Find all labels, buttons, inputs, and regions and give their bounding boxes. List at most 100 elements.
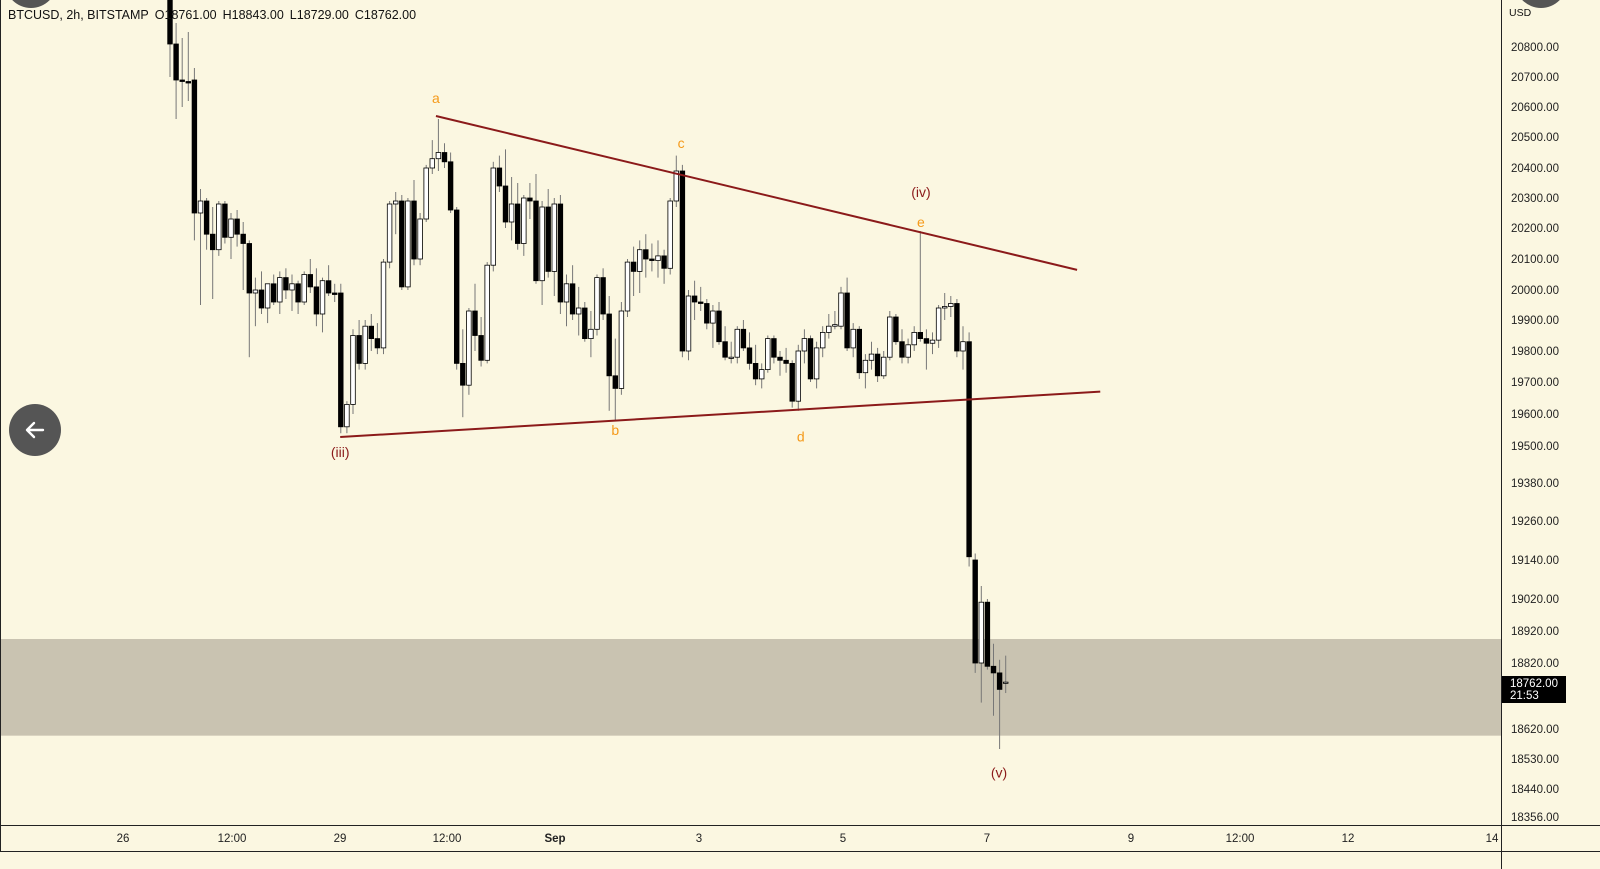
candle <box>722 326 728 361</box>
candle <box>929 332 936 355</box>
y-tick-label: 18820.00 <box>1511 658 1559 670</box>
y-tick-label: 20100.00 <box>1511 254 1559 266</box>
candle-body <box>350 335 356 405</box>
candle <box>331 283 338 302</box>
candle <box>386 201 393 269</box>
candle <box>899 329 905 364</box>
candle-body <box>996 672 1003 690</box>
wave-label: b <box>611 422 619 438</box>
candle-body <box>576 307 582 315</box>
candle-body <box>795 350 801 402</box>
candle <box>185 32 191 101</box>
candle <box>838 286 844 330</box>
y-tick-label: 20300.00 <box>1511 193 1559 205</box>
candle-body <box>557 203 564 303</box>
wave-label: e <box>917 214 925 230</box>
candle-body <box>197 200 204 214</box>
candle-body <box>911 331 917 346</box>
candle <box>569 265 576 320</box>
candle <box>295 280 301 314</box>
candle <box>942 293 948 320</box>
candle-body <box>728 356 734 359</box>
candle <box>685 290 692 361</box>
y-tick-label: 19800.00 <box>1511 346 1559 358</box>
candle <box>576 286 582 336</box>
candle <box>820 326 826 358</box>
candle-body <box>783 359 789 364</box>
y-tick-label: 19900.00 <box>1511 315 1559 327</box>
candle-body <box>551 203 557 272</box>
candle-body <box>881 356 887 377</box>
candle-body <box>179 79 185 82</box>
candle-body <box>838 292 844 327</box>
candle-body <box>478 335 484 361</box>
candle-body <box>862 359 869 374</box>
candle <box>325 265 332 296</box>
candle <box>502 149 509 228</box>
candle <box>533 174 539 284</box>
candle-body <box>191 79 198 214</box>
candle-body <box>722 341 728 358</box>
candle-body <box>277 277 283 303</box>
candle <box>917 231 923 342</box>
candle <box>264 283 271 324</box>
candle <box>905 338 911 364</box>
candle-body <box>582 307 588 340</box>
candle-body <box>338 292 344 428</box>
candle-body <box>362 325 368 364</box>
candle-body <box>624 261 631 312</box>
candle-body <box>984 601 991 667</box>
candle <box>283 268 289 299</box>
candle-body <box>356 335 362 364</box>
candle-body <box>606 313 612 377</box>
candle <box>545 189 551 278</box>
x-tick-label: 12:00 <box>218 833 247 845</box>
candle <box>441 143 448 168</box>
candle-body <box>539 206 545 282</box>
candle-body <box>856 328 862 374</box>
candle <box>777 351 783 376</box>
candle-body <box>661 255 667 269</box>
y-tick-label: 20200.00 <box>1511 223 1559 235</box>
candle-body <box>301 274 307 303</box>
candle-body <box>710 310 716 324</box>
candle <box>649 243 655 272</box>
current-price-label: 18762.00 21:53 <box>1502 676 1566 703</box>
candle <box>380 259 387 355</box>
candle <box>289 274 295 311</box>
candle <box>1003 655 1009 694</box>
candle <box>630 246 637 296</box>
top-left-button[interactable] <box>5 0 57 8</box>
y-tick-label: 19600.00 <box>1511 409 1559 421</box>
candle-body <box>411 200 417 260</box>
candle <box>222 201 228 244</box>
y-tick-label: 18530.00 <box>1511 754 1559 766</box>
candle-body <box>167 0 173 45</box>
candle-body <box>246 243 252 294</box>
candle <box>460 329 466 418</box>
x-tick-label: Sep <box>544 833 565 845</box>
candle <box>350 329 356 414</box>
candle <box>887 311 893 361</box>
candle-body <box>978 601 984 664</box>
candle <box>618 302 625 395</box>
top-right-button[interactable] <box>1515 0 1567 8</box>
support-zone <box>0 639 1501 736</box>
back-button[interactable] <box>9 404 61 456</box>
candle <box>191 68 198 241</box>
candle <box>246 240 252 358</box>
candle-body <box>222 203 228 238</box>
candle-body <box>496 167 503 187</box>
candle-body <box>893 316 899 343</box>
candle <box>911 326 917 351</box>
candle <box>319 277 326 333</box>
candle-body <box>313 286 320 315</box>
candle-body <box>655 255 661 261</box>
close-value: C18762.00 <box>354 8 417 22</box>
candle <box>356 320 362 370</box>
candle <box>338 283 344 434</box>
candle <box>472 283 478 351</box>
candle-body <box>637 249 643 272</box>
candle <box>771 335 777 364</box>
